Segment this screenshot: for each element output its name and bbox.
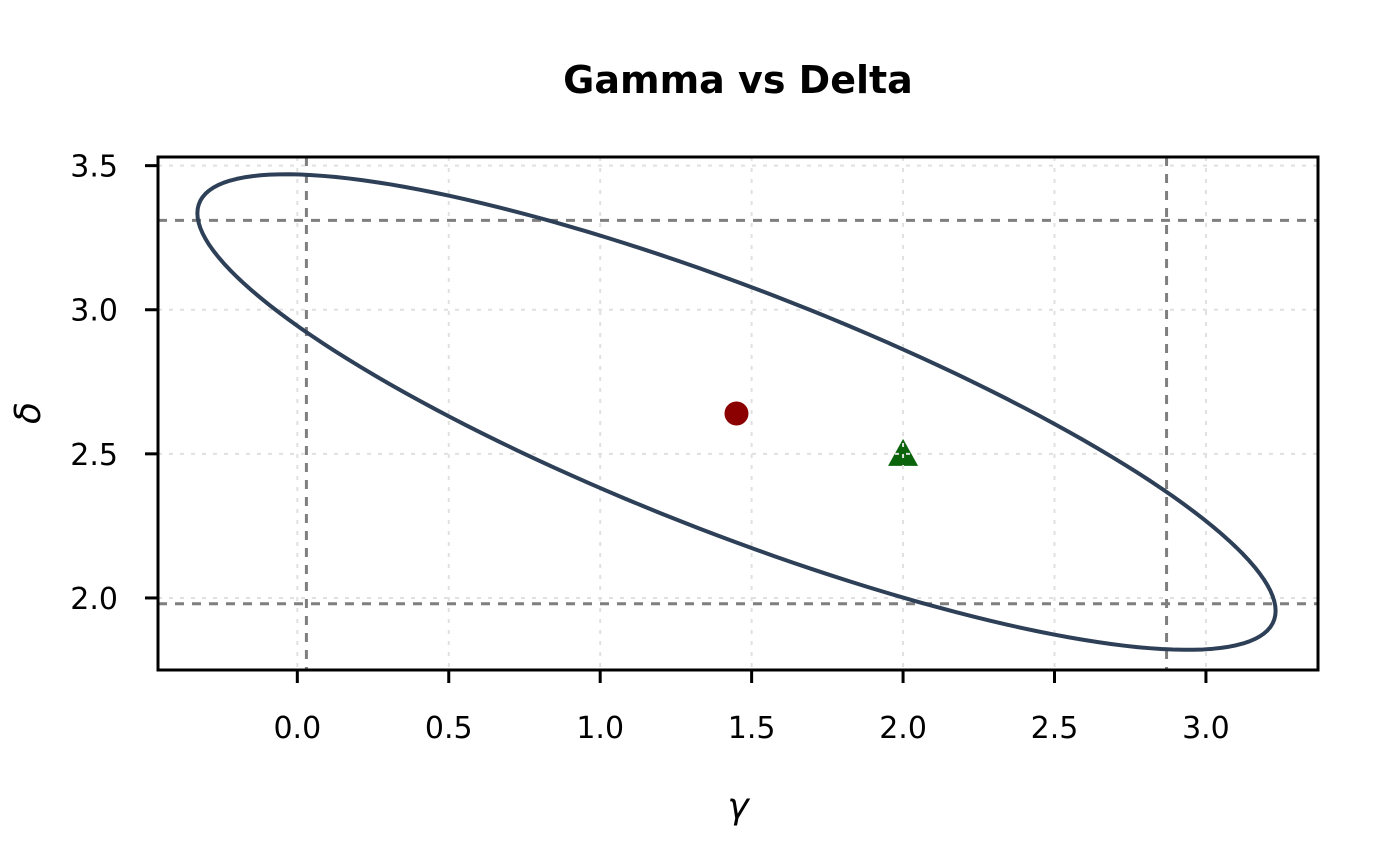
y-axis-label: δ (8, 402, 49, 424)
x-axis-ticks: 0.0 0.5 1.0 1.5 2.0 2.5 3.0 (273, 670, 1230, 746)
estimate-point-marker (724, 401, 749, 426)
y-tick-label: 3.5 (70, 150, 118, 185)
x-tick-label: 0.0 (273, 711, 321, 746)
x-tick-label: 2.0 (879, 711, 927, 746)
confidence-ellipse (195, 172, 1278, 652)
plot-border (156, 155, 1320, 672)
x-tick-label: 1.0 (576, 711, 624, 746)
y-tick-label: 2.5 (70, 438, 118, 473)
x-tick-label: 3.0 (1182, 711, 1230, 746)
x-tick-label: 1.5 (728, 711, 776, 746)
y-tick-label: 2.0 (70, 582, 118, 617)
confidence-interval-lines (158, 157, 1318, 670)
gridlines (158, 157, 1318, 670)
x-tick-label: 0.5 (425, 711, 473, 746)
x-axis-label: γ (727, 786, 750, 827)
y-axis-ticks: 2.0 2.5 3.0 3.5 (70, 150, 158, 617)
x-tick-label: 2.5 (1031, 711, 1079, 746)
data-point-markers (724, 401, 919, 466)
y-tick-label: 3.0 (70, 294, 118, 329)
chart-title: Gamma vs Delta (563, 58, 913, 102)
reference-point-marker (888, 438, 919, 466)
